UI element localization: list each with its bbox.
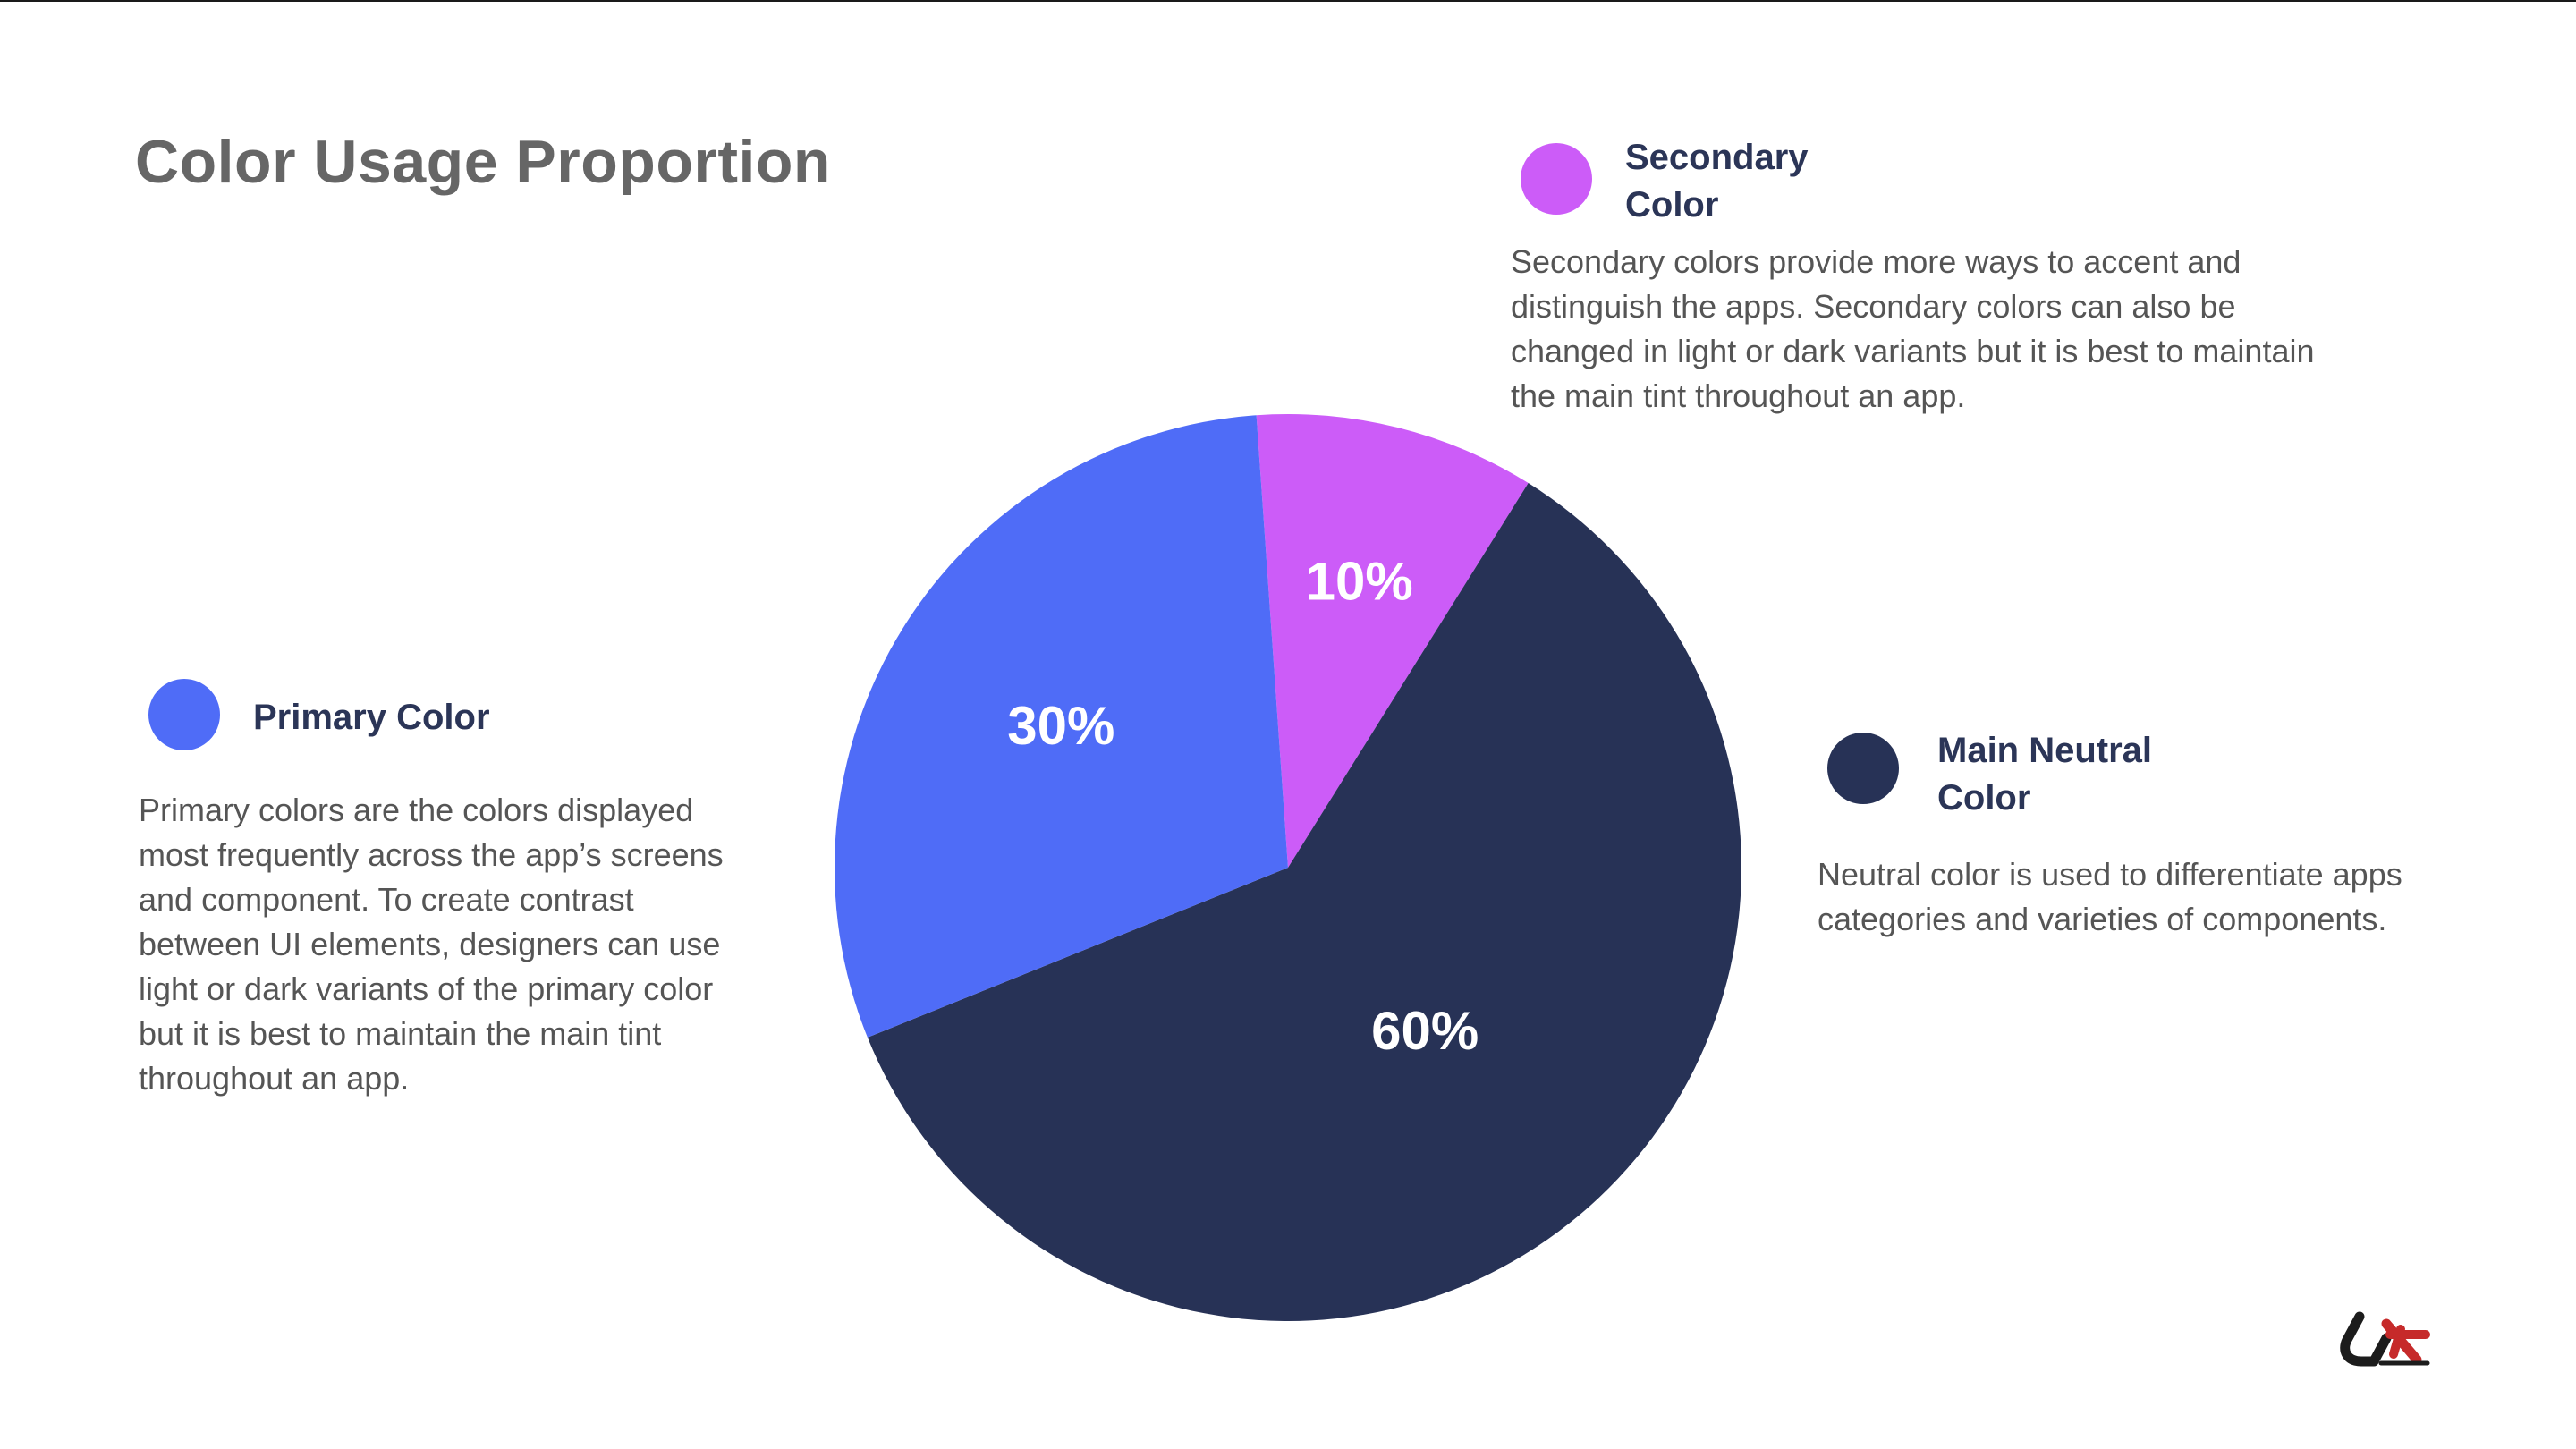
primary-color-title: Primary Color (253, 698, 490, 737)
logo-x-mark-b (2385, 1325, 2430, 1359)
main-neutral-color-title: Main Neutral Color (1937, 731, 2153, 818)
pie-slice-main-neutral-color (867, 483, 1741, 1321)
pie-label-secondary-color: 10% (1306, 552, 1413, 612)
secondary-color-description: Secondary colors provide more ways to ac… (1511, 243, 2315, 414)
main-neutral-color-dot (1827, 733, 1899, 804)
primary-color-description: Primary colors are the colors displayed … (139, 792, 724, 1097)
pie-slices (834, 414, 1741, 1321)
secondary-color-dot (1521, 143, 1592, 215)
top-border (0, 0, 2576, 2)
pie-label-primary-color: 30% (1007, 696, 1114, 756)
logo-u-mark (2340, 1311, 2392, 1367)
main-neutral-color-description: Neutral color is used to differentiate a… (1818, 856, 2402, 937)
pie-labels: 10% 60% 30% (1007, 552, 1479, 1061)
page-title: Color Usage Proportion (135, 128, 831, 196)
pie-label-main-neutral-color: 60% (1371, 1001, 1479, 1061)
brand-logo (2340, 1311, 2430, 1367)
pie-slice-secondary-color (1256, 414, 1529, 868)
primary-color-dot (148, 679, 220, 750)
pie-slice-primary-color (834, 415, 1288, 1038)
secondary-color-title: Secondary Color (1625, 138, 1809, 225)
